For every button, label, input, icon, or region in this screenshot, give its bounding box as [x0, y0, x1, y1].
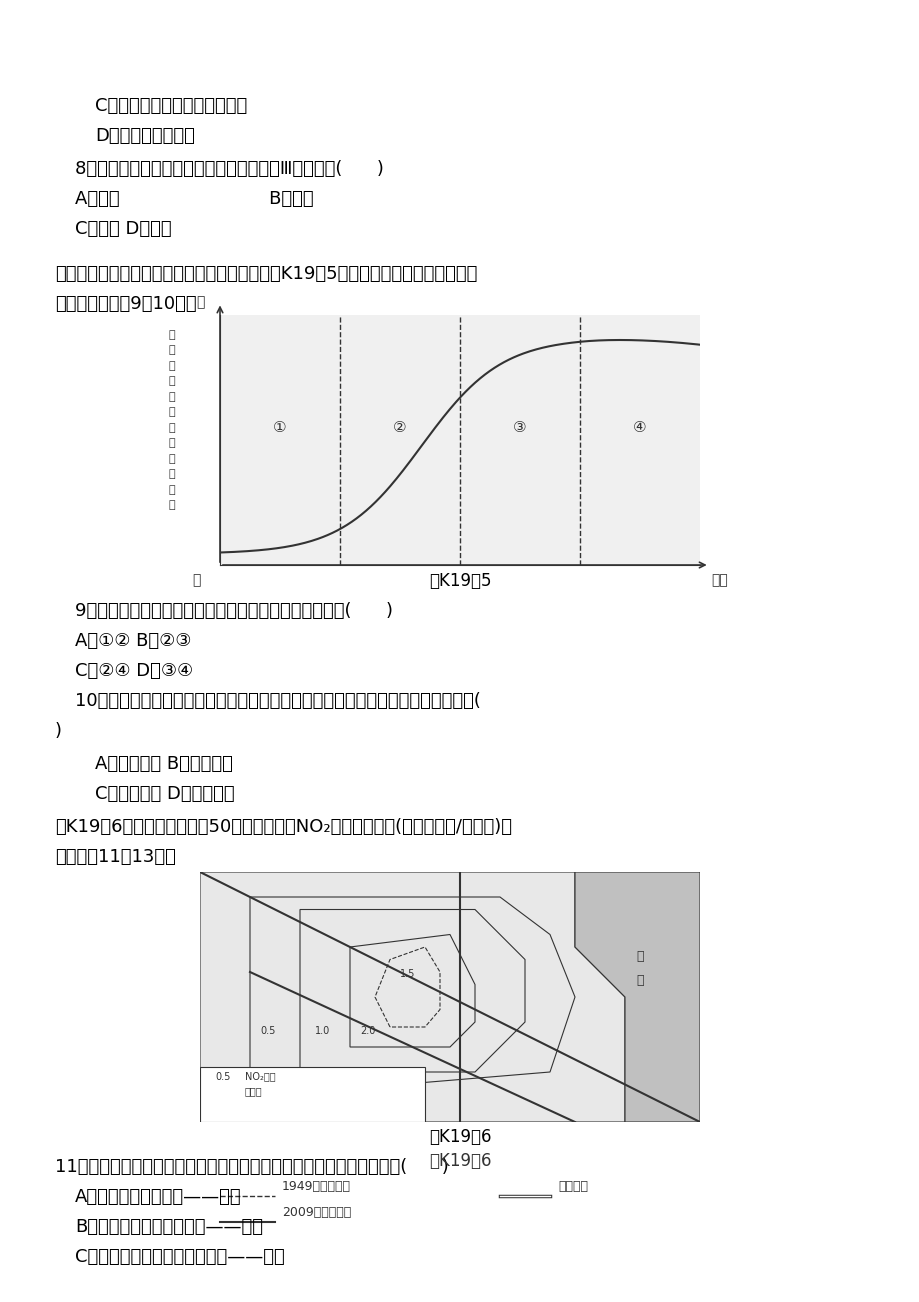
Polygon shape: [199, 872, 624, 1122]
Text: 1.5: 1.5: [400, 969, 414, 979]
Text: A．埃及                          B．中国: A．埃及 B．中国: [75, 190, 313, 208]
Text: 洋: 洋: [636, 974, 643, 987]
Text: 业: 业: [168, 376, 176, 387]
Text: 地: 地: [168, 345, 176, 355]
Text: ④: ④: [632, 421, 646, 435]
Text: ③: ③: [513, 421, 527, 435]
Text: B．噪声污染和光化学污染——夏季: B．噪声污染和光化学污染——夏季: [75, 1217, 263, 1236]
Polygon shape: [574, 872, 699, 1122]
Text: 图K19－6: 图K19－6: [428, 1152, 491, 1170]
Text: 8．当前，下列国家最有可能处于城市化第Ⅲ阶段的是(      ): 8．当前，下列国家最有可能处于城市化第Ⅲ阶段的是( ): [75, 160, 383, 178]
Text: A．水污染和工业污染——春季: A．水污染和工业污染——春季: [75, 1187, 242, 1206]
Text: 0.5: 0.5: [260, 1026, 275, 1036]
Text: 据此回答11～13题。: 据此回答11～13题。: [55, 848, 176, 866]
Text: 济: 济: [168, 454, 176, 464]
Text: 1949年城市边界: 1949年城市边界: [282, 1180, 351, 1193]
Text: C．第一、三产业就业比重上升: C．第一、三产业就业比重上升: [95, 98, 247, 115]
Text: 城: 城: [168, 408, 176, 418]
Text: ①: ①: [273, 421, 287, 435]
Text: 大: 大: [197, 296, 205, 310]
Text: 2.0: 2.0: [359, 1026, 375, 1036]
Text: 小: 小: [191, 573, 200, 587]
Text: A．土地价格 B．商业布局: A．土地价格 B．商业布局: [95, 755, 233, 773]
Text: ): ): [55, 723, 62, 740]
Text: 10．目前，我国许多城市在郊区建设公租房和经济适用房，考虑的主要区位因素是(: 10．目前，我国许多城市在郊区建设公租房和经济适用房，考虑的主要区位因素是(: [75, 691, 481, 710]
Text: 1.0: 1.0: [314, 1026, 330, 1036]
Text: C．②④ D．③④: C．②④ D．③④: [75, 661, 193, 680]
FancyBboxPatch shape: [199, 1068, 425, 1122]
Text: 9．城市化速度最快和城市发展水平最高的阶段，分别是(      ): 9．城市化速度最快和城市发展水平最高的阶段，分别是( ): [75, 602, 392, 620]
Text: 海: 海: [636, 949, 643, 962]
Text: 时间: 时间: [710, 573, 727, 587]
Text: 图K19－6: 图K19－6: [428, 1128, 491, 1146]
Text: C．固体废弃物污染和海洋污染——秋季: C．固体废弃物污染和海洋污染——秋季: [75, 1249, 285, 1266]
Text: 图K19－6为我国某沿海城市50米高度大气中NO₂浓度等值线图(单位：毫克/立方米)。: 图K19－6为我国某沿海城市50米高度大气中NO₂浓度等值线图(单位：毫克/立方…: [55, 818, 512, 836]
Text: C．交通条件 D．环境质量: C．交通条件 D．环境质量: [95, 785, 234, 803]
Text: 0.5: 0.5: [215, 1072, 230, 1082]
Text: 经: 经: [168, 439, 176, 448]
Text: 2009年城市边界: 2009年城市边界: [282, 1206, 351, 1219]
Text: 比: 比: [168, 486, 176, 495]
Text: 产: 产: [168, 361, 176, 371]
Text: 图K19－5: 图K19－5: [428, 572, 491, 590]
Text: 11．下列关于图中示意的主要环境污染及其发生的季节，说法正确的是(      ): 11．下列关于图中示意的主要环境污染及其发生的季节，说法正确的是( ): [55, 1157, 448, 1176]
Text: ②: ②: [392, 421, 406, 435]
Text: 重: 重: [168, 500, 176, 510]
Text: C．德国 D．印度: C．德国 D．印度: [75, 220, 172, 238]
Text: 交通干道: 交通干道: [558, 1180, 587, 1193]
Text: 的: 的: [168, 470, 176, 479]
Text: 市: 市: [168, 423, 176, 434]
Text: NO₂浓度: NO₂浓度: [244, 1072, 276, 1082]
Text: A．①② B．②③: A．①② B．②③: [75, 631, 191, 650]
Text: 意图，据此回答9～10题。: 意图，据此回答9～10题。: [55, 296, 197, 312]
Text: 城市房地产业的发展与城市化进程密切相关。图K19－5为城市房地产业的发展规律示: 城市房地产业的发展与城市化进程密切相关。图K19－5为城市房地产业的发展规律示: [55, 266, 477, 283]
Text: 等值线: 等值线: [244, 1086, 262, 1096]
Text: 占: 占: [168, 392, 176, 402]
Text: D．生物多样性增多: D．生物多样性增多: [95, 128, 195, 145]
Text: 房: 房: [168, 329, 176, 340]
